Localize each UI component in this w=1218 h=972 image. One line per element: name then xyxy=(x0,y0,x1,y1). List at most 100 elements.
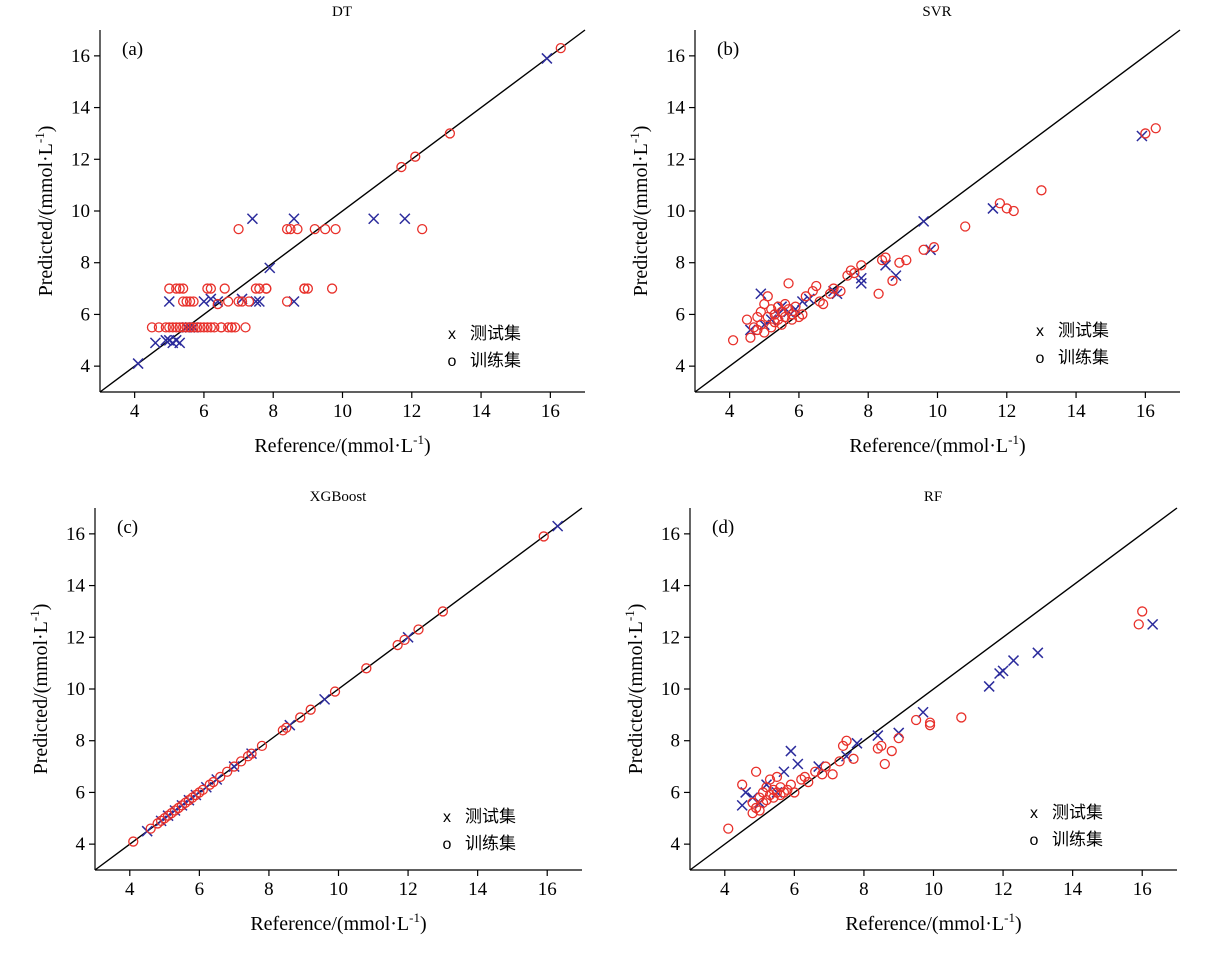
y-tick-label: 10 xyxy=(71,201,90,222)
train-point xyxy=(299,283,310,294)
x-tick-label: 12 xyxy=(402,401,421,422)
train-point xyxy=(764,789,776,801)
train-point xyxy=(771,787,783,798)
train-point xyxy=(782,784,793,795)
train-point xyxy=(762,291,773,302)
train-point xyxy=(166,807,177,819)
train-point xyxy=(361,663,372,674)
test-point xyxy=(987,202,999,214)
test-point xyxy=(890,270,902,282)
y-axis-label: Predicted/(mmol·L-1) xyxy=(627,126,652,297)
identity-line xyxy=(689,507,1178,871)
train-point xyxy=(811,280,822,292)
train-point xyxy=(538,531,549,542)
train-point xyxy=(146,322,158,333)
x-tick-label: 4 xyxy=(725,401,735,422)
legend-o-marker: o xyxy=(1036,350,1045,367)
train-point xyxy=(771,771,783,783)
train-point xyxy=(320,223,331,235)
train-point xyxy=(837,740,849,752)
train-point xyxy=(807,286,818,297)
train-point xyxy=(277,725,288,736)
train-point xyxy=(1133,619,1144,630)
train-point xyxy=(766,322,777,333)
y-tick-label: 8 xyxy=(671,731,681,752)
train-point xyxy=(188,296,199,307)
panel-letter: (b) xyxy=(717,39,739,60)
train-point xyxy=(329,686,341,697)
legend-test-label: 测试集 xyxy=(1058,321,1109,341)
train-point xyxy=(330,223,341,235)
test-point xyxy=(755,288,767,300)
train-point xyxy=(879,758,890,770)
train-point xyxy=(246,748,257,759)
x-tick-label: 8 xyxy=(859,879,869,900)
legend-train-label: 训练集 xyxy=(1052,830,1103,850)
train-point xyxy=(198,322,210,333)
test-point xyxy=(132,358,144,370)
train-point xyxy=(960,221,971,232)
legend-o-marker: o xyxy=(1030,832,1039,849)
train-point xyxy=(190,789,202,801)
train-point xyxy=(786,314,798,325)
train-point xyxy=(769,317,780,328)
test-point xyxy=(212,295,224,308)
train-point xyxy=(778,787,790,798)
train-point xyxy=(814,296,825,307)
test-point xyxy=(785,745,797,757)
train-series xyxy=(146,42,566,333)
x-axis-label: Reference/(mmol·L-1) xyxy=(849,432,1025,457)
x-tick-label: 12 xyxy=(994,879,1013,900)
test-point xyxy=(997,665,1009,677)
train-point xyxy=(893,732,904,744)
train-point xyxy=(162,810,174,821)
y-tick-label: 12 xyxy=(666,149,685,170)
y-tick-label: 14 xyxy=(71,98,91,119)
legend-test-label: 测试集 xyxy=(1052,803,1103,823)
train-point xyxy=(195,322,206,333)
train-point xyxy=(818,298,829,310)
y-tick-label: 8 xyxy=(76,731,86,752)
y-tick-label: 14 xyxy=(666,98,686,119)
x-tick-label: 16 xyxy=(1133,879,1152,900)
train-point xyxy=(181,296,192,307)
train-point xyxy=(212,298,223,310)
train-point xyxy=(261,283,272,294)
train-point xyxy=(184,296,196,307)
x-tick-label: 16 xyxy=(541,401,560,422)
y-axis-label: Predicted/(mmol·L-1) xyxy=(622,604,647,775)
train-point xyxy=(229,322,241,333)
test-point xyxy=(736,799,748,811)
x-tick-label: 10 xyxy=(924,879,943,900)
x-tick-label: 6 xyxy=(790,879,800,900)
train-point xyxy=(901,254,912,266)
train-point xyxy=(800,291,812,302)
train-point xyxy=(437,606,449,617)
y-tick-label: 16 xyxy=(71,46,90,67)
panel-title: SVR xyxy=(922,4,951,20)
train-point xyxy=(835,286,846,297)
train-point xyxy=(164,283,175,294)
legend-x-marker: x xyxy=(1036,323,1044,340)
train-point xyxy=(285,223,296,235)
test-point xyxy=(983,680,995,692)
y-tick-label: 10 xyxy=(661,679,680,700)
y-tick-label: 4 xyxy=(81,356,91,377)
train-point xyxy=(793,311,805,323)
x-axis-label: Reference/(mmol·L-1) xyxy=(254,432,430,457)
y-tick-label: 12 xyxy=(661,627,680,648)
train-point xyxy=(775,789,786,801)
train-point xyxy=(752,324,763,336)
y-tick-label: 10 xyxy=(66,679,85,700)
panel-rf: RF 4 6 8 10 12 14 16 4 6 8 10 12 14 16 (d) Reference/(mm… xyxy=(622,489,1178,935)
train-point xyxy=(849,267,860,279)
panel-dt: DT 4 6 8 10 12 14 16 4 6 8 10 12 14 16 (a) Reference/(mm… xyxy=(32,4,586,457)
train-point xyxy=(183,795,195,806)
train-series xyxy=(727,123,1161,346)
panel-title: XGBoost xyxy=(310,489,368,505)
y-axis-label: Predicted/(mmol·L-1) xyxy=(32,126,57,297)
train-point xyxy=(783,278,794,289)
train-point xyxy=(876,254,888,266)
y-tick-label: 4 xyxy=(676,356,686,377)
train-point xyxy=(872,743,883,754)
